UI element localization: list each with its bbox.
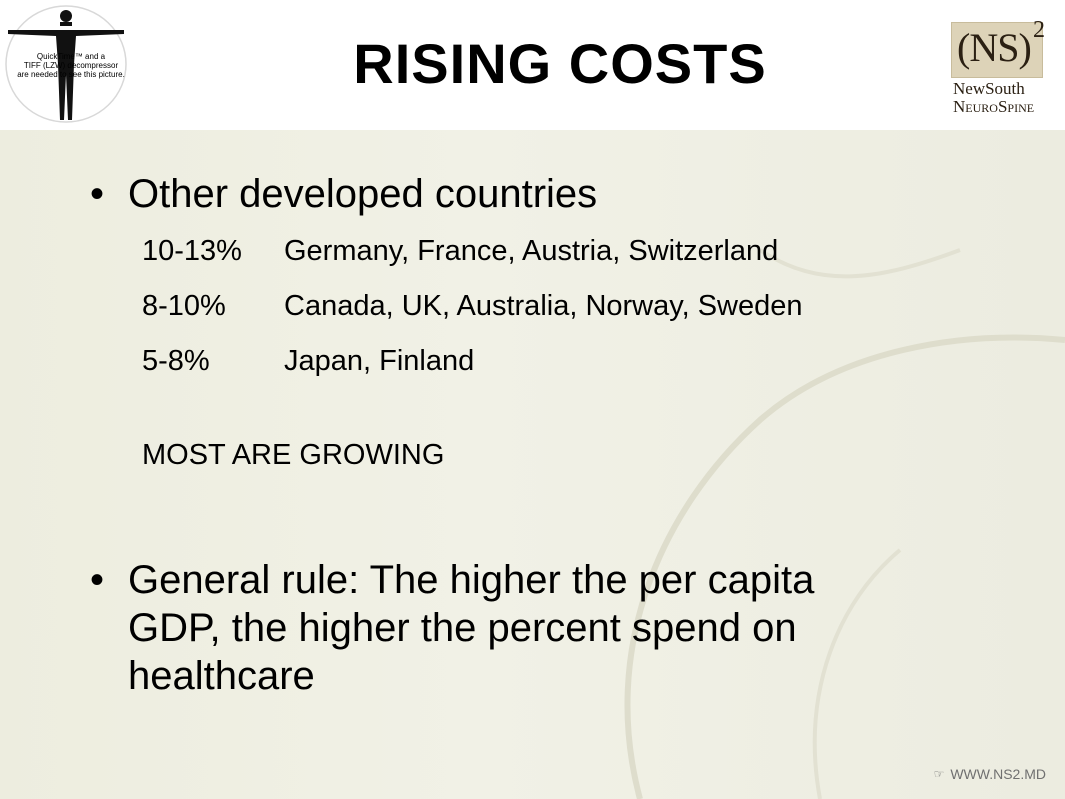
bullet-marker: • — [90, 172, 105, 216]
vitruvian-man-image: QuickTime™ and a TIFF (LZW) decompressor… — [2, 2, 130, 126]
vitruvian-man-icon — [5, 5, 127, 123]
bullet-text-line: GDP, the higher the percent spend on — [128, 606, 797, 650]
logo-box — [951, 22, 1043, 78]
bullet-text-line: healthcare — [128, 654, 315, 698]
sub-item-2: 8-10% Canada, UK, Australia, Norway, Swe… — [142, 289, 803, 323]
sub-item-1: 10-13% Germany, France, Austria, Switzer… — [142, 234, 778, 268]
footer-url[interactable]: ☞ WWW.NS2.MD — [934, 766, 1046, 782]
sub-item-countries: Japan, Finland — [284, 345, 475, 377]
body-background — [0, 130, 1065, 799]
hand-pointer-icon: ☞ — [933, 767, 945, 781]
sub-item-3: 5-8% Japan, Finland — [142, 344, 474, 378]
ns2-logo: (NS) 2 NewSouth NeuroSpine — [951, 18, 1051, 118]
bullet-marker: • — [90, 558, 105, 602]
sub-item-percentage: 8-10% — [142, 290, 226, 322]
slide-title: RISING COSTS — [353, 32, 767, 95]
sub-item-countries: Germany, France, Austria, Switzerland — [284, 235, 779, 267]
bullet-text: General rule: The higher the per capita … — [128, 556, 814, 700]
logo-line-2: NeuroSpine — [953, 97, 1035, 116]
bullet-1: • Other developed countries — [90, 170, 597, 218]
bullet-text: Other developed countries — [128, 172, 598, 216]
logo-line-1: NewSouth — [953, 79, 1025, 98]
image-placeholder-text: QuickTime™ and a TIFF (LZW) decompressor… — [17, 52, 125, 79]
background-figure-outline — [624, 248, 1065, 799]
sub-item-percentage: 10-13% — [142, 235, 242, 267]
bullet-2: • General rule: The higher the per capit… — [90, 556, 814, 700]
bullet-text-line: General rule: The higher the per capita — [128, 558, 815, 602]
growing-note: MOST ARE GROWING — [142, 439, 445, 471]
logo-main-text: (NS) — [957, 25, 1032, 70]
logo-superscript: 2 — [1033, 17, 1045, 43]
sub-item-countries: Canada, UK, Australia, Norway, Sweden — [284, 290, 803, 322]
footer-url-text: WWW.NS2.MD — [950, 766, 1046, 782]
header-band — [0, 0, 1065, 130]
sub-item-percentage: 5-8% — [142, 345, 210, 377]
